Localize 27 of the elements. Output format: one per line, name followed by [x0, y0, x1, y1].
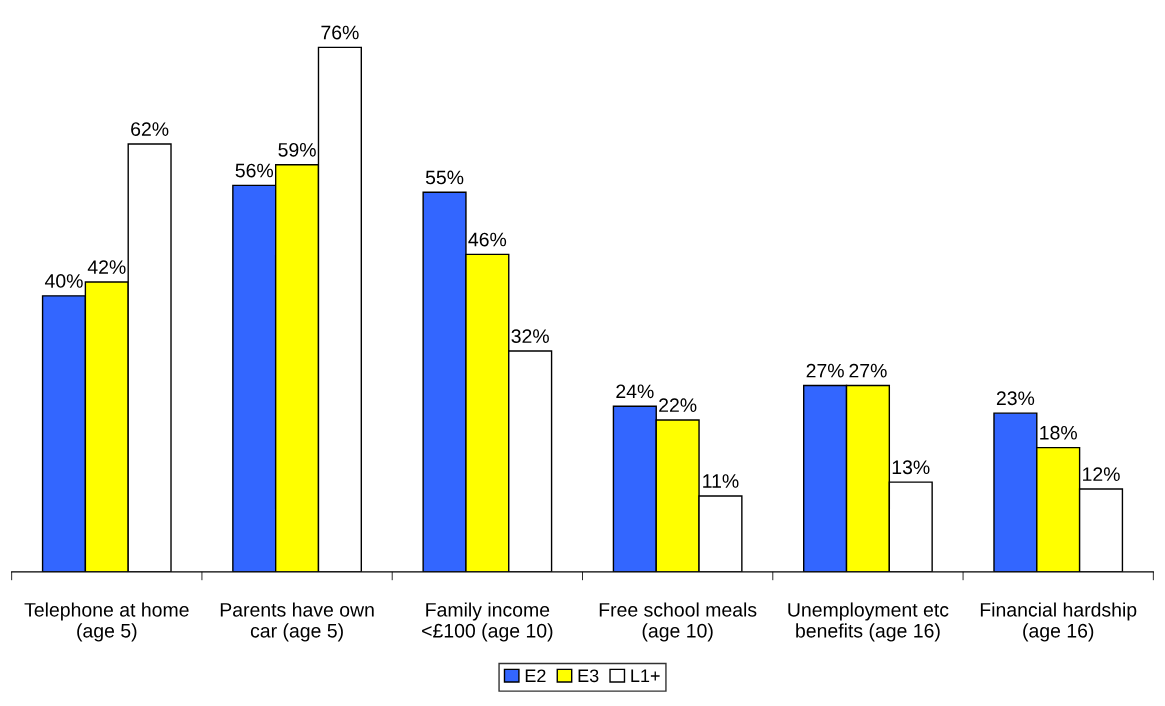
data-label: 13%	[892, 460, 930, 475]
x-tick-label: Unemployment etc benefits (age 16)	[788, 602, 949, 642]
data-label: 56%	[235, 163, 274, 178]
data-label: 27%	[849, 363, 887, 378]
data-label: 40%	[44, 274, 83, 288]
data-label: 55%	[425, 170, 464, 185]
data-label: 59%	[278, 142, 316, 157]
data-label: 24%	[616, 384, 654, 399]
legend-label: E2	[525, 669, 546, 682]
data-label: 11%	[703, 474, 739, 488]
x-tick-label: Financial hardship (age 16)	[980, 602, 1137, 642]
data-label: 46%	[468, 232, 507, 247]
data-label: 62%	[131, 122, 169, 136]
data-label: 32%	[511, 329, 549, 344]
x-tick-label: Parents have own car (age 5)	[220, 602, 374, 642]
data-label: 76%	[321, 25, 359, 40]
data-label: 12%	[1083, 467, 1120, 481]
x-tick-label: Telephone at home (age 5)	[24, 602, 189, 642]
data-label: 27%	[806, 363, 844, 378]
legend-label: L1+	[631, 669, 660, 682]
x-tick-label: Family income <£100 (age 10)	[422, 602, 553, 642]
legend-label: E3	[578, 669, 599, 683]
data-label: 42%	[87, 260, 126, 274]
data-label: 18%	[1040, 425, 1077, 440]
data-label: 22%	[659, 398, 697, 412]
data-label: 23%	[996, 391, 1035, 406]
x-tick-label: Free school meals (age 10)	[599, 602, 757, 642]
